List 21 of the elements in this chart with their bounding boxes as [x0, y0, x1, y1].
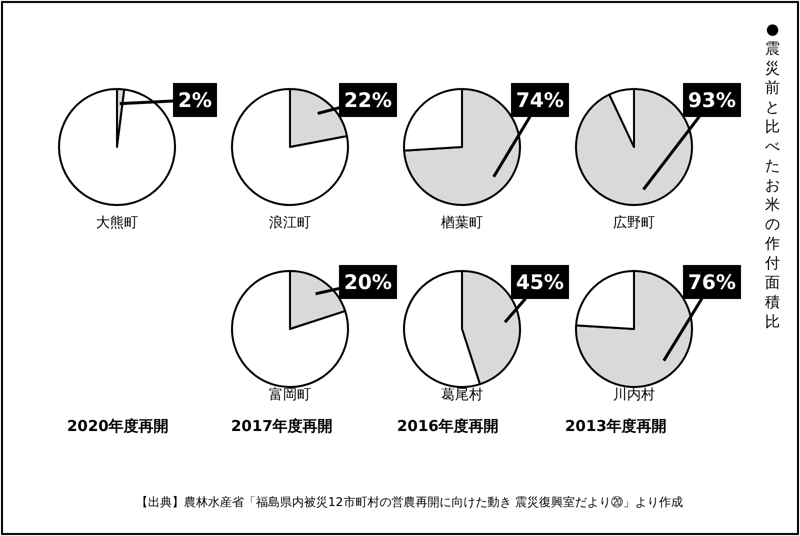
text: 葛尾村	[441, 387, 483, 403]
text: 楢葉町	[441, 215, 483, 231]
text: 大熊町	[96, 215, 138, 231]
text: 2013年度再開	[565, 417, 667, 435]
text: 2016年度再開	[397, 417, 499, 435]
data-label: 45%	[516, 270, 564, 294]
chart-title: ●震災前と比べたお米の作付面積比	[765, 20, 780, 330]
data-label: 93%	[688, 88, 736, 112]
data-label: 2%	[178, 88, 212, 112]
text: 川内村	[613, 387, 655, 403]
pie-slice	[58, 88, 176, 206]
text: 2020年度再開	[67, 417, 169, 435]
data-label: 20%	[344, 270, 392, 294]
text: 広野町	[613, 215, 655, 231]
data-label: 76%	[688, 270, 736, 294]
data-label: 22%	[344, 88, 392, 112]
data-label: 74%	[516, 88, 564, 112]
text: 富岡町	[269, 387, 311, 403]
text: 2017年度再開	[231, 417, 333, 435]
text: 【出典】農林水産省「福島県内被災12市町村の営農再開に向けた動き 震災復興室だより⑳」より作成	[136, 495, 684, 509]
text: 浪江町	[269, 215, 311, 231]
